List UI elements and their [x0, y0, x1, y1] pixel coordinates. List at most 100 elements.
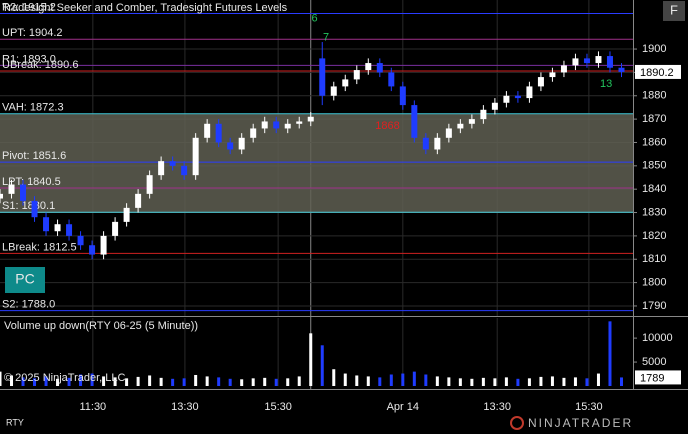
volume-title: Volume up down(RTY 06-25 (5 Minute)) — [4, 320, 198, 332]
volume-bar — [596, 373, 600, 386]
logo-icon — [510, 416, 524, 430]
volume-bar — [297, 376, 301, 386]
candle-body — [227, 142, 234, 150]
candle-body — [560, 65, 567, 73]
volume-bar — [194, 374, 198, 386]
candle-body — [261, 121, 268, 129]
candle-body — [457, 123, 464, 129]
pc-button-label[interactable]: PC — [15, 271, 34, 287]
volume-bar — [458, 378, 462, 386]
candle-body — [296, 121, 303, 124]
x-tick-label: 15:30 — [264, 401, 292, 413]
copyright: © 2025 NinjaTrader, LLC — [4, 372, 125, 384]
y-tick-label: 1870 — [642, 113, 666, 125]
instrument: RTY — [6, 417, 24, 427]
x-tick-label: 11:30 — [79, 401, 106, 413]
annotation: 1868 — [375, 120, 399, 132]
x-tick-label: Apr 14 — [387, 401, 419, 413]
volume-bar — [470, 378, 474, 386]
volume-bar — [424, 374, 428, 386]
f-button[interactable] — [663, 1, 685, 21]
candle-body — [169, 161, 176, 166]
volume-bar — [240, 379, 244, 386]
volume-bar — [251, 378, 255, 386]
volume-bar — [516, 378, 520, 386]
candle-body — [399, 86, 406, 106]
level-label: UPT: 1904.2 — [2, 27, 63, 39]
volume-bar — [125, 378, 129, 386]
volume-bar — [148, 375, 152, 386]
candle-body — [307, 116, 314, 122]
volume-bar — [539, 376, 543, 386]
candle-body — [595, 56, 602, 64]
volume-bar — [343, 373, 347, 386]
volume-bar — [136, 376, 140, 386]
volume-bar — [527, 378, 531, 386]
y-tick-label: 1810 — [642, 253, 666, 265]
f-button-label[interactable]: F — [670, 2, 678, 17]
last-volume-label: 1789 — [640, 372, 664, 384]
volume-bar — [332, 369, 336, 386]
last-price-tag — [635, 64, 681, 79]
candle-body — [123, 207, 130, 222]
candle-body — [192, 137, 199, 176]
volume-bar — [504, 377, 508, 386]
volume-bar — [21, 377, 25, 386]
candle-body — [330, 86, 337, 96]
volume-bar — [263, 377, 267, 386]
level-label: Pivot: 1851.6 — [2, 150, 66, 162]
volume-bar — [447, 377, 451, 386]
volume-bar — [309, 333, 313, 386]
candle-body — [146, 175, 153, 194]
volume-bar — [493, 378, 497, 386]
pc-button[interactable] — [5, 267, 45, 293]
volume-bar — [79, 374, 83, 386]
level-label: VAH: 1872.3 — [2, 102, 64, 114]
level-label: LPT: 1840.5 — [2, 176, 61, 188]
volume-bar — [228, 378, 232, 386]
candle-body — [319, 58, 326, 96]
candle-body — [618, 67, 625, 72]
candle-body — [583, 58, 590, 64]
y-tick-label: 1800 — [642, 277, 666, 289]
candle-body — [158, 161, 165, 176]
y-tick-label: 1850 — [642, 160, 666, 172]
volume-bar — [171, 378, 175, 386]
candle-body — [66, 224, 73, 236]
candle-body — [100, 235, 107, 255]
volume-bar — [412, 371, 416, 386]
candle-body — [434, 137, 441, 150]
candle-body — [491, 102, 498, 110]
candle-body — [0, 193, 3, 199]
candle-body — [376, 63, 383, 73]
candle-body — [388, 72, 395, 87]
volume-bar — [159, 377, 163, 386]
candle-body — [503, 95, 510, 103]
candle-body — [77, 235, 84, 246]
candle-body — [215, 123, 222, 143]
candle-body — [273, 121, 280, 129]
y-tick-label: 1830 — [642, 206, 666, 218]
x-tick-label: 13:30 — [171, 401, 199, 413]
volume-bar — [389, 374, 393, 386]
volume-bar — [435, 376, 439, 386]
annotation: 6 — [312, 13, 318, 25]
candle-body — [365, 63, 372, 71]
volume-bar — [182, 378, 186, 386]
level-label: S2: 1788.0 — [2, 299, 55, 311]
chart-title: Tradesight Seeker and Comber, Tradesight… — [2, 2, 288, 14]
level-label: S1: 1830.1 — [2, 200, 55, 212]
volume-bar — [320, 345, 324, 386]
candle-body — [549, 72, 556, 78]
annotation: 13 — [600, 78, 612, 90]
x-tick-label: 13:30 — [483, 401, 511, 413]
candle-body — [54, 224, 61, 232]
y-tick-label: 1820 — [642, 230, 666, 242]
volume-bar — [481, 377, 485, 386]
candle-body — [31, 200, 38, 218]
candle-body — [445, 128, 452, 138]
volume-bar — [113, 377, 117, 386]
candle-body — [468, 119, 475, 124]
volume-bar — [274, 378, 278, 386]
